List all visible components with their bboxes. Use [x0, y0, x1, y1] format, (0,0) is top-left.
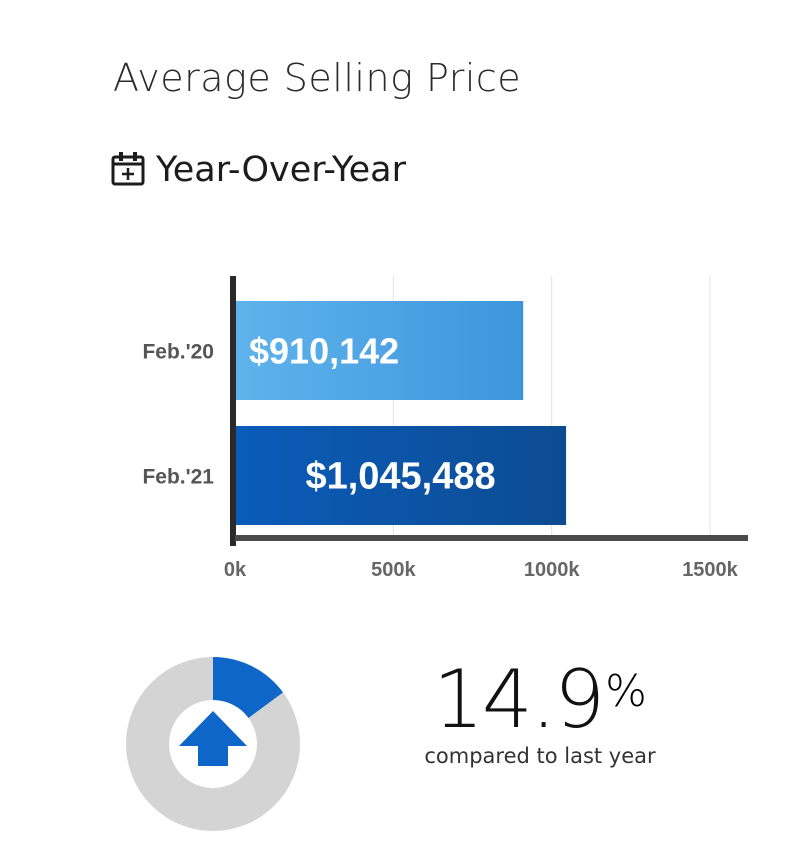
value-label: $910,142: [249, 331, 399, 372]
page-title: Average Selling Price: [113, 56, 522, 100]
x-axis-line: [235, 535, 748, 541]
change-stat: 14.9% compared to last year: [400, 660, 680, 769]
arrow-up-icon: [179, 711, 247, 766]
change-value: 14.9: [433, 653, 605, 746]
bar-1: [235, 426, 567, 525]
x-tick-label: 1500k: [682, 559, 738, 581]
change-donut: [126, 657, 300, 831]
period-label: Year-Over-Year: [156, 150, 406, 190]
change-caption: compared to last year: [424, 744, 656, 768]
category-label: Feb.'20: [142, 341, 214, 364]
labels: Feb.'20 $910,142 Feb.'21 $1,045,488 0k 500k 10…: [142, 331, 738, 582]
bars: [235, 301, 567, 525]
bar-0: [235, 301, 524, 400]
x-tick-label: 0k: [224, 559, 247, 581]
axes: [230, 276, 748, 546]
value-label: $1,045,488: [305, 456, 495, 498]
bar-chart: Feb.'20 $910,142 Feb.'21 $1,045,488 0k 500k 10…: [142, 276, 748, 582]
change-unit: %: [605, 666, 647, 717]
period-heading: Year-Over-Year: [110, 150, 406, 190]
x-tick-label: 500k: [371, 559, 416, 581]
x-tick-label: 1000k: [524, 559, 580, 581]
calendar-plus-icon: [110, 150, 146, 190]
y-axis-line: [230, 276, 236, 546]
category-label: Feb.'21: [142, 466, 214, 489]
